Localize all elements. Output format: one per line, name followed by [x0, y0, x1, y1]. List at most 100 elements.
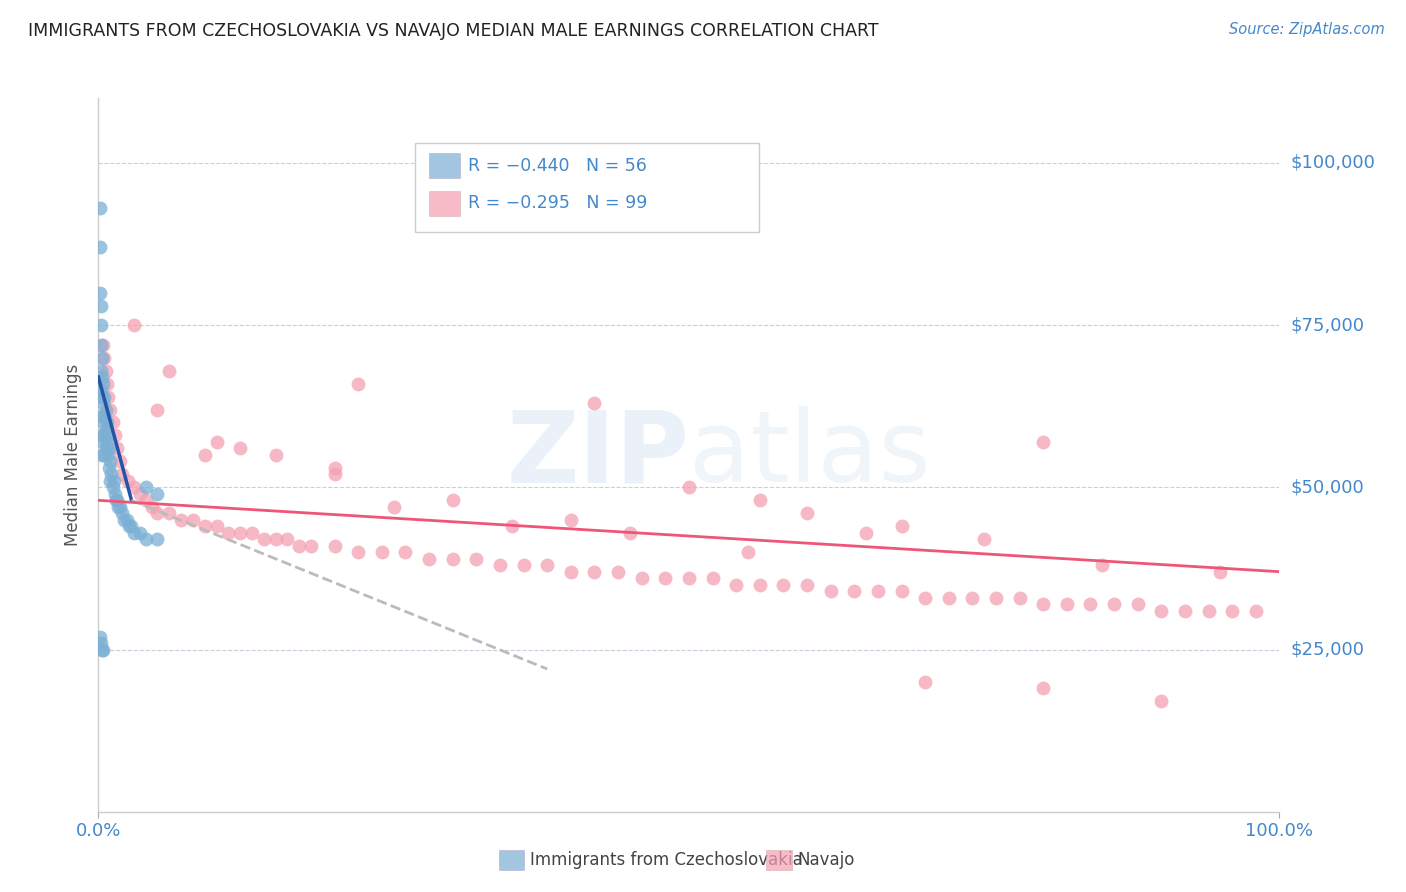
Point	[229, 525, 252, 540]
Point	[1126, 597, 1149, 611]
Point	[128, 487, 150, 501]
Point	[90, 636, 112, 650]
Text: $100,000: $100,000	[1291, 154, 1375, 172]
Point	[820, 584, 842, 599]
Point	[1198, 604, 1220, 618]
Text: atlas: atlas	[689, 407, 931, 503]
Point	[96, 434, 118, 449]
Point	[157, 506, 180, 520]
Text: $75,000: $75,000	[1291, 316, 1365, 334]
Point	[347, 545, 370, 559]
Point	[135, 493, 157, 508]
Point	[288, 539, 311, 553]
Point	[170, 513, 193, 527]
Point	[323, 461, 346, 475]
Point	[90, 337, 112, 351]
Point	[607, 565, 630, 579]
Point	[382, 500, 405, 514]
Point	[91, 642, 114, 657]
Point	[91, 409, 114, 423]
Point	[135, 533, 157, 547]
Point	[97, 390, 120, 404]
Point	[890, 584, 912, 599]
Text: $25,000: $25,000	[1291, 640, 1365, 658]
Point	[98, 442, 121, 456]
Point	[394, 545, 416, 559]
Point	[560, 513, 582, 527]
Point	[96, 416, 118, 430]
Point	[101, 416, 124, 430]
Point	[91, 396, 114, 410]
Point	[890, 519, 912, 533]
Text: Immigrants from Czechoslovakia: Immigrants from Czechoslovakia	[530, 851, 803, 869]
Point	[91, 448, 114, 462]
Text: R = −0.295   N = 99: R = −0.295 N = 99	[468, 194, 648, 212]
Point	[98, 402, 121, 417]
Point	[619, 525, 641, 540]
Point	[194, 519, 217, 533]
Point	[108, 500, 131, 514]
Point	[93, 390, 115, 404]
Point	[105, 442, 128, 456]
Point	[98, 454, 121, 468]
Point	[748, 577, 770, 591]
Point	[654, 571, 676, 585]
Point	[115, 513, 138, 527]
Point	[105, 493, 128, 508]
Point	[103, 474, 125, 488]
Text: Source: ZipAtlas.com: Source: ZipAtlas.com	[1229, 22, 1385, 37]
Point	[89, 285, 111, 300]
Point	[146, 506, 169, 520]
Point	[441, 493, 464, 508]
Y-axis label: Median Male Earnings: Median Male Earnings	[65, 364, 83, 546]
Point	[1244, 604, 1267, 618]
Point	[91, 416, 114, 430]
Point	[323, 467, 346, 482]
Point	[98, 474, 121, 488]
Point	[583, 565, 606, 579]
Point	[465, 551, 488, 566]
Point	[89, 630, 111, 644]
Point	[1150, 694, 1173, 708]
Text: R = −0.440   N = 56: R = −0.440 N = 56	[468, 157, 647, 175]
Point	[1220, 604, 1243, 618]
Point	[725, 577, 748, 591]
Point	[94, 363, 117, 377]
Point	[1032, 681, 1054, 696]
Point	[772, 577, 794, 591]
Point	[264, 448, 287, 462]
Point	[844, 584, 866, 599]
Point	[583, 396, 606, 410]
Point	[1032, 434, 1054, 449]
Point	[1080, 597, 1102, 611]
Point	[796, 577, 818, 591]
Point	[104, 487, 127, 501]
Point	[91, 351, 114, 365]
Point	[111, 467, 134, 482]
Point	[90, 383, 112, 397]
Point	[264, 533, 287, 547]
Point	[501, 519, 523, 533]
Point	[94, 402, 117, 417]
Point	[938, 591, 960, 605]
Point	[101, 480, 124, 494]
Point	[91, 428, 114, 442]
Point	[122, 318, 145, 333]
Point	[112, 513, 135, 527]
Point	[121, 519, 143, 533]
Point	[111, 506, 134, 520]
Point	[962, 591, 984, 605]
Point	[347, 376, 370, 391]
Point	[276, 533, 298, 547]
Point	[107, 500, 129, 514]
Text: $50,000: $50,000	[1291, 478, 1364, 496]
Text: IMMIGRANTS FROM CZECHOSLOVAKIA VS NAVAJO MEDIAN MALE EARNINGS CORRELATION CHART: IMMIGRANTS FROM CZECHOSLOVAKIA VS NAVAJO…	[28, 22, 879, 40]
Point	[796, 506, 818, 520]
Point	[489, 558, 512, 573]
Point	[229, 442, 252, 456]
Point	[135, 480, 157, 494]
Point	[146, 533, 169, 547]
Point	[560, 565, 582, 579]
Text: Navajo: Navajo	[797, 851, 855, 869]
Point	[678, 571, 700, 585]
